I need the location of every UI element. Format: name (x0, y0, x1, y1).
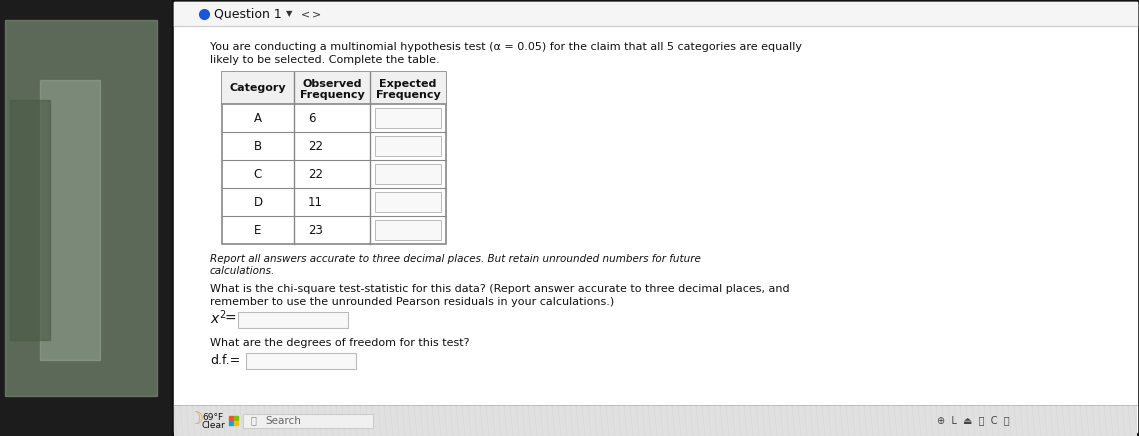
Text: 6: 6 (308, 112, 316, 125)
Bar (222, 72, 446, 244)
Text: B: B (254, 140, 262, 153)
Bar (5, 20, 157, 396)
Bar (375, 164, 441, 184)
Text: Frequency: Frequency (300, 90, 364, 100)
Text: 23: 23 (308, 224, 322, 236)
Bar (375, 136, 441, 156)
Bar (375, 108, 441, 128)
Bar (222, 72, 446, 104)
Bar (174, 2, 1137, 26)
Text: Question 1: Question 1 (214, 7, 281, 20)
Bar (174, 405, 1137, 436)
Text: <: < (301, 9, 310, 19)
Text: ⊕  L  ⏏  📁  C  🖥: ⊕ L ⏏ 📁 C 🖥 (937, 416, 1009, 426)
Text: C: C (254, 167, 262, 181)
Text: d.f.=: d.f.= (210, 354, 240, 367)
Text: 🔍: 🔍 (251, 416, 257, 426)
Bar (233, 416, 238, 419)
Bar (246, 353, 357, 369)
Text: calculations.: calculations. (210, 266, 276, 276)
Bar (243, 413, 372, 428)
Text: >: > (312, 9, 321, 19)
Bar (238, 312, 349, 328)
Text: =: = (226, 312, 237, 326)
Text: Report all answers accurate to three decimal places. But retain unrounded number: Report all answers accurate to three dec… (210, 254, 700, 264)
Text: 69°F: 69°F (202, 413, 223, 422)
Text: 11: 11 (308, 195, 323, 208)
Bar (10, 100, 50, 340)
Text: Observed: Observed (302, 79, 362, 89)
Text: likely to be selected. Complete the table.: likely to be selected. Complete the tabl… (210, 55, 440, 65)
Text: 22: 22 (308, 167, 323, 181)
Text: Clear: Clear (202, 421, 226, 430)
Bar (375, 220, 441, 240)
Text: Expected: Expected (379, 79, 436, 89)
Text: D: D (254, 195, 263, 208)
Text: What is the chi-square test-statistic for this data? (Report answer accurate to : What is the chi-square test-statistic fo… (210, 284, 789, 294)
Text: Category: Category (230, 83, 286, 93)
Text: ☽: ☽ (188, 409, 203, 428)
Text: A: A (254, 112, 262, 125)
Text: E: E (254, 224, 262, 236)
Text: 22: 22 (308, 140, 323, 153)
Text: Frequency: Frequency (376, 90, 441, 100)
Bar (229, 416, 233, 419)
Text: You are conducting a multinomial hypothesis test (α = 0.05) for the claim that a: You are conducting a multinomial hypothe… (210, 42, 802, 52)
Bar (375, 192, 441, 212)
Text: 2: 2 (219, 310, 226, 320)
Text: Search: Search (265, 416, 301, 426)
Bar (233, 420, 238, 425)
Bar (40, 80, 100, 360)
Bar (0, 0, 172, 436)
Text: ▼: ▼ (286, 10, 293, 18)
Bar (229, 420, 233, 425)
Bar (174, 2, 1137, 432)
Bar (172, 0, 1139, 436)
Text: x: x (210, 312, 219, 326)
Text: remember to use the unrounded Pearson residuals in your calculations.): remember to use the unrounded Pearson re… (210, 297, 614, 307)
Text: What are the degrees of freedom for this test?: What are the degrees of freedom for this… (210, 338, 469, 348)
